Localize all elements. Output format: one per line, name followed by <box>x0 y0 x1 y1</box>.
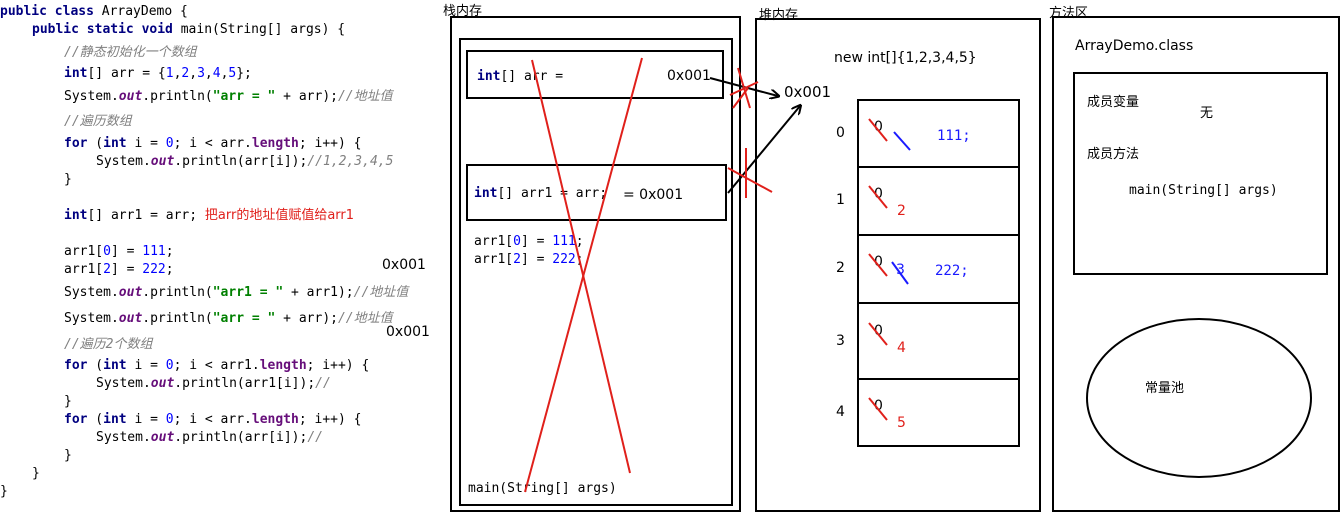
main-method-sig: main(String[] args) <box>1129 183 1278 198</box>
code-line-for-1: for (int i = 0; i < arr.length; i++) { <box>64 136 362 151</box>
strike-old-value <box>868 185 888 209</box>
code-brace: } <box>64 394 72 409</box>
code-line-arr1: int[] arr1 = arr; 把arr的地址值赋值给arr1 <box>64 208 355 223</box>
annotation-assign: 把arr的地址值赋值给arr1 <box>204 208 355 223</box>
heap-new-value: 222; <box>935 263 969 279</box>
strike-old-value <box>868 118 888 142</box>
var-arr1-address: = 0x001 <box>623 187 684 203</box>
heap-old-value: 0 <box>874 398 883 414</box>
heap-new-value: 5 <box>897 415 906 431</box>
strike-old-value <box>868 397 888 421</box>
heap-index: 3 <box>836 332 845 349</box>
heap-cell-divider <box>857 234 1020 236</box>
heap-cell-divider <box>857 166 1020 168</box>
code-line-for-3: for (int i = 0; i < arr.length; i++) { <box>64 412 362 427</box>
var-arr1-label: int[] arr1 = arr; <box>474 186 608 201</box>
heap-old-value: 0 <box>874 323 883 339</box>
method-area <box>1052 16 1340 512</box>
code-line-print-3: System.out.println(arr[i]);// <box>96 430 323 445</box>
heap-address: 0x001 <box>784 83 832 101</box>
code-line-for-2: for (int i = 0; i < arr1.length; i++) { <box>64 358 370 373</box>
blue-slash-mark <box>893 131 911 151</box>
code-line-2: public static void main(String[] args) { <box>32 22 346 37</box>
code-brace: } <box>32 466 40 481</box>
comment-traverse: //遍历数组 <box>64 114 132 129</box>
strike-old-value <box>868 322 888 346</box>
strike-old-value <box>868 253 888 277</box>
heap-old-value: 0 <box>874 186 883 202</box>
code-line-print-arr1: System.out.println("arr1 = " + arr1);//地… <box>64 285 409 300</box>
heap-array <box>857 99 1020 447</box>
heap-index: 2 <box>836 260 845 276</box>
main-stack-frame <box>459 38 733 506</box>
heap-new-label: new int[]{1,2,3,4,5} <box>834 50 977 66</box>
arrow-cut-mark <box>732 87 749 109</box>
heap-new-value: 4 <box>897 340 906 356</box>
member-methods-label: 成员方法 <box>1087 147 1140 162</box>
heap-cell-divider <box>857 378 1020 380</box>
stack-cross-line <box>531 59 631 474</box>
arrow-arr1-to-heap <box>727 106 800 194</box>
member-vars-label: 成员变量 <box>1087 95 1140 110</box>
stack-title: 栈内存 <box>443 4 483 19</box>
stack-assign-2: arr1[2] = 222; <box>474 252 584 267</box>
constant-pool-label: 常量池 <box>1145 381 1185 396</box>
code-line-print-2: System.out.println(arr1[i]);// <box>96 376 331 391</box>
code-brace: } <box>64 172 72 187</box>
stack-memory <box>450 16 741 512</box>
comment-static-init: //静态初始化一个数组 <box>64 45 197 60</box>
heap-index: 1 <box>836 192 845 208</box>
code-brace: } <box>64 448 72 463</box>
code-line-arr1-0: arr1[0] = 111; <box>64 244 174 259</box>
code-brace: } <box>0 484 8 499</box>
stack-assign-0: arr1[0] = 111; <box>474 234 584 249</box>
heap-old-value: 0 <box>874 254 883 270</box>
strike-intermediate-value <box>891 261 909 285</box>
member-vars-none: 无 <box>1200 106 1214 121</box>
heap-cell-divider <box>857 302 1020 304</box>
constant-pool-ellipse <box>1086 318 1312 478</box>
code-line-print-1: System.out.println(arr[i]);//1,2,3,4,5 <box>96 154 394 169</box>
var-arr-label: int[] arr = <box>477 69 564 84</box>
var-arr-address: 0x001 <box>667 68 711 84</box>
arrow-cut-mark <box>729 81 759 96</box>
code-line-1: public class ArrayDemo { <box>0 4 188 19</box>
heap-intermediate-value: 3 <box>896 262 905 278</box>
heap-new-value: 111; <box>937 128 971 144</box>
var-arr-box: int[] arr = 0x001 <box>466 50 724 99</box>
arrow-cut-mark <box>727 167 773 193</box>
heap-memory <box>755 18 1041 512</box>
heap-new-value: 2 <box>897 203 906 219</box>
class-name: ArrayDemo.class <box>1075 38 1194 54</box>
code-line-print-arr-2: System.out.println("arr = " + arr);//地址值 <box>64 311 393 326</box>
class-box: 成员变量 无 成员方法 main(String[] args) <box>1073 72 1328 275</box>
code-line-print-arr: System.out.println("arr = " + arr);//地址值 <box>64 89 393 104</box>
heap-index: 4 <box>836 403 845 420</box>
var-arr1-box: int[] arr1 = arr; = 0x001 <box>466 164 727 221</box>
code-listing: public class ArrayDemo { public static v… <box>0 0 440 513</box>
heap-old-value: 0 <box>874 119 883 135</box>
stack-frame-label: main(String[] args) <box>468 481 617 496</box>
stack-cross-line <box>524 57 643 493</box>
comment-traverse-two: //遍历2个数组 <box>64 337 153 352</box>
code-line-arr1-2: arr1[2] = 222; <box>64 262 174 277</box>
heap-index: 0 <box>836 124 845 141</box>
code-line-arr-init: int[] arr = {1,2,3,4,5}; <box>64 66 252 81</box>
address-note: 0x001 <box>382 257 426 273</box>
address-note: 0x001 <box>386 324 430 340</box>
